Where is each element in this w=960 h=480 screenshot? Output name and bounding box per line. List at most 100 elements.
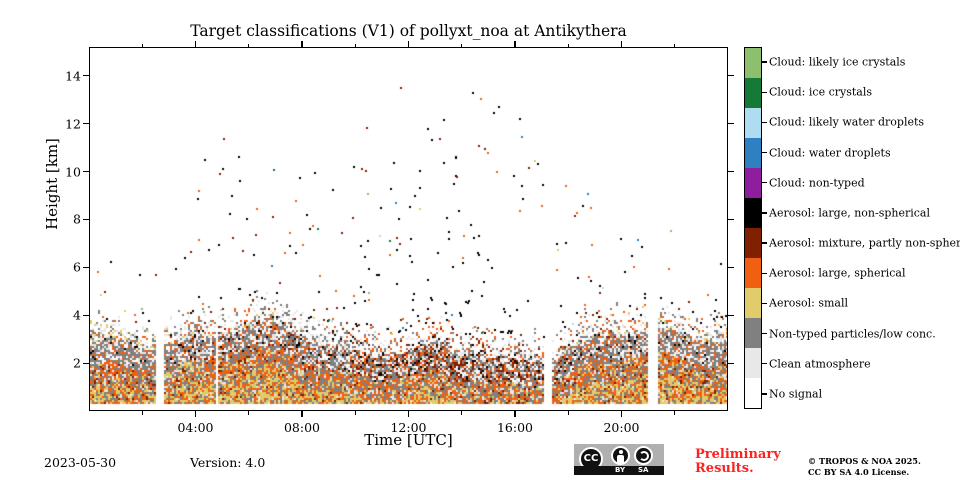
x-minor-tick [354, 411, 356, 415]
y-tick-mark [83, 362, 89, 364]
y-tick-mark [83, 123, 89, 125]
colorbar-tick [762, 393, 767, 395]
cc-badge-footer-bar [574, 466, 664, 475]
colorbar [744, 47, 762, 409]
colorbar-segment [745, 78, 761, 108]
x-minor-tick-top [354, 43, 356, 47]
colorbar-tick [762, 212, 767, 214]
y-tick-mark-right [728, 266, 734, 268]
colorbar-label: Aerosol: mixture, partly non-spherical [769, 236, 960, 250]
colorbar-segment [745, 378, 761, 408]
colorbar-tick [762, 182, 767, 184]
x-tick-mark [301, 411, 303, 417]
y-tick-label: 6 [73, 259, 81, 275]
x-tick-mark-top [407, 41, 410, 47]
copyright-line-1: © TROPOS & NOA 2025. [808, 456, 921, 466]
x-minor-tick [567, 411, 569, 415]
colorbar-segment [745, 48, 761, 78]
x-tick-label: 08:00 [283, 420, 321, 435]
colorbar-segment [745, 168, 761, 198]
colorbar-segment [745, 288, 761, 318]
x-tick-mark [620, 411, 623, 417]
colorbar-tick [762, 151, 767, 154]
cc-sharealike-icon [634, 446, 653, 465]
preliminary-results-notice: Preliminary Results. [695, 448, 781, 476]
person-body-shape [617, 455, 624, 463]
colorbar-label: Cloud: likely ice crystals [769, 55, 906, 69]
y-tick-mark-right [728, 362, 734, 364]
y-tick-mark [83, 170, 89, 173]
x-tick-mark [407, 411, 410, 417]
x-minor-tick-top [674, 43, 676, 47]
scatter-plot-canvas [90, 48, 727, 410]
colorbar-label: Cloud: likely water droplets [769, 115, 925, 129]
x-tick-label: 12:00 [390, 420, 427, 435]
x-tick-mark-top [194, 41, 197, 47]
copyright-notice: © TROPOS & NOA 2025. CC BY SA 4.0 Licens… [808, 456, 921, 478]
y-tick-mark-right [728, 170, 734, 173]
y-tick-mark-right [728, 218, 734, 221]
x-minor-tick-top [141, 43, 143, 47]
colorbar-segment [745, 348, 761, 378]
x-tick-mark [514, 411, 516, 417]
colorbar-label: Aerosol: small [769, 296, 848, 310]
y-tick-mark-right [728, 123, 734, 125]
x-tick-mark [194, 411, 197, 417]
x-tick-mark-top [620, 41, 623, 47]
x-axis-title: Time [UTC] [364, 431, 453, 449]
cc-by-label: BY [615, 466, 626, 474]
x-minor-tick [248, 411, 250, 415]
x-tick-mark-top [514, 41, 516, 47]
circular-arrow-shape [638, 450, 649, 461]
colorbar-label: Cloud: non-typed [769, 176, 865, 190]
x-tick-mark-top [301, 41, 303, 47]
cc-sa-label: SA [638, 466, 649, 474]
y-tick-label: 8 [73, 211, 81, 227]
colorbar-tick [762, 272, 767, 274]
colorbar-label: Aerosol: large, spherical [769, 266, 906, 280]
colorbar-segment [745, 138, 761, 168]
colorbar-label: Cloud: water droplets [769, 146, 891, 160]
y-tick-label: 10 [65, 164, 81, 180]
preliminary-line-1: Preliminary [695, 447, 781, 462]
colorbar-label: No signal [769, 387, 823, 401]
colorbar-segment [745, 108, 761, 138]
x-tick-label: 16:00 [496, 420, 534, 435]
y-tick-mark [83, 314, 89, 316]
colorbar-segment [745, 318, 761, 348]
colorbar-label: Non-typed particles/low conc. [769, 327, 936, 341]
y-tick-mark-right [728, 314, 734, 316]
x-minor-tick-top [567, 43, 569, 47]
colorbar-segment [745, 198, 761, 228]
preliminary-line-2: Results. [695, 461, 754, 476]
colorbar-tick [762, 242, 767, 244]
colorbar-label: Cloud: ice crystals [769, 85, 872, 99]
y-tick-mark [83, 218, 89, 221]
colorbar-tick [762, 61, 767, 63]
y-tick-mark-right [728, 75, 734, 77]
colorbar-tick [762, 121, 767, 124]
colorbar-tick [762, 363, 767, 365]
plot-area [89, 47, 728, 411]
x-minor-tick [674, 411, 676, 415]
cc-attribution-icon [611, 446, 630, 465]
creative-commons-badge-icon: CC BY SA [574, 444, 664, 475]
copyright-line-2: CC BY SA 4.0 License. [808, 467, 910, 477]
x-tick-label: 20:00 [603, 420, 640, 435]
y-tick-label: 4 [73, 307, 81, 323]
footer-date: 2023-05-30 [44, 455, 117, 470]
footer-version: Version: 4.0 [190, 455, 266, 470]
y-tick-label: 12 [65, 116, 81, 132]
x-tick-label: 04:00 [177, 420, 214, 435]
colorbar-tick [762, 302, 767, 305]
x-minor-tick [461, 411, 463, 415]
colorbar-tick [762, 332, 767, 335]
colorbar-segment [745, 258, 761, 288]
person-head-shape [618, 450, 623, 454]
y-tick-label: 2 [73, 355, 81, 371]
colorbar-tick [762, 91, 767, 93]
x-minor-tick-top [461, 43, 463, 47]
colorbar-label: Aerosol: large, non-spherical [769, 206, 931, 220]
y-tick-mark [83, 75, 89, 77]
